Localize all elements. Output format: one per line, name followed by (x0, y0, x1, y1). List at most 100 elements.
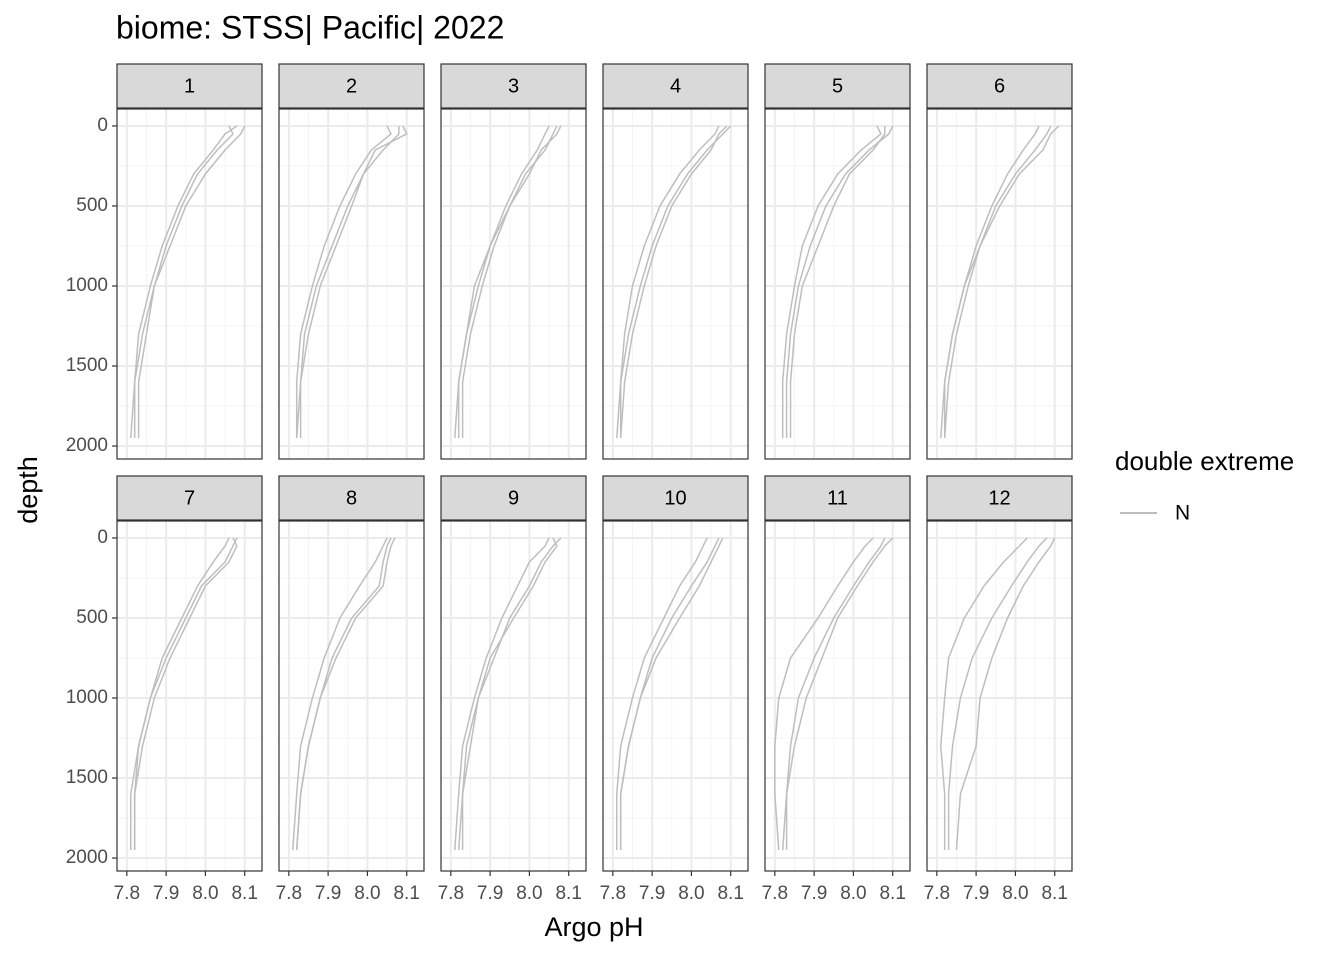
profile-line (454, 537, 550, 851)
x-tick-label: 7.8 (600, 883, 626, 904)
strip-label: 3 (508, 75, 519, 97)
panel-background (927, 109, 1072, 459)
profile-line (955, 537, 1056, 851)
strip-label: 9 (508, 487, 519, 509)
profile-line (299, 125, 400, 439)
panel-background (765, 521, 910, 871)
x-tick-label: 7.8 (114, 883, 140, 904)
profile-line (781, 537, 894, 851)
strip (602, 63, 749, 109)
panel-background (117, 109, 262, 459)
x-tick-label: 8.1 (879, 883, 905, 904)
panel-border (440, 108, 587, 460)
x-tick-label: 8.0 (1002, 883, 1028, 904)
x-tick-label: 7.9 (477, 883, 503, 904)
profile-line (133, 537, 238, 851)
profile-line (133, 537, 238, 851)
strip (926, 63, 1073, 109)
strip-label: 11 (827, 487, 848, 509)
strip (764, 63, 911, 109)
y-axis-label: depth (13, 456, 43, 524)
strip-label: 2 (346, 75, 357, 97)
panel-border (440, 520, 587, 872)
panel-background (603, 109, 748, 459)
strip-label: 6 (994, 75, 1005, 97)
panel-background (765, 109, 910, 459)
y-tick-label: 2000 (66, 847, 108, 868)
x-tick-label: 8.0 (516, 883, 542, 904)
x-tick-label: 7.9 (315, 883, 341, 904)
profile-line (781, 125, 882, 439)
strip (116, 475, 263, 521)
profile-line (616, 125, 720, 439)
y-tick-label: 1000 (66, 275, 108, 296)
profile-line (774, 537, 874, 851)
x-tick-label: 7.8 (276, 883, 302, 904)
x-tick-label: 7.9 (639, 883, 665, 904)
chart-title: biome: STSS| Pacific| 2022 (116, 9, 504, 45)
panel-background (441, 521, 586, 871)
strip (278, 63, 425, 109)
y-tick-label: 500 (76, 195, 108, 216)
profile-line (292, 537, 388, 851)
strip-label: 4 (670, 75, 681, 97)
x-tick-label: 7.8 (762, 883, 788, 904)
x-tick-label: 8.1 (393, 883, 419, 904)
x-tick-label: 8.1 (555, 883, 581, 904)
panel-background (603, 521, 748, 871)
profile-line (940, 125, 1060, 439)
legend-label: N (1175, 502, 1190, 525)
profile-line (789, 125, 886, 439)
panel-border (602, 520, 749, 872)
profile-line (940, 537, 1028, 851)
panel-border (116, 108, 263, 460)
x-tick-label: 8.1 (1041, 883, 1067, 904)
strip-label: 8 (346, 487, 357, 509)
profile-line (454, 125, 558, 439)
x-tick-label: 7.8 (924, 883, 950, 904)
panel-background (279, 109, 424, 459)
profile-line (461, 537, 558, 851)
panel-border (926, 520, 1073, 872)
y-tick-label: 1500 (66, 767, 108, 788)
y-tick-label: 0 (97, 527, 108, 548)
panel-border (926, 108, 1073, 460)
strip (278, 475, 425, 521)
x-tick-label: 8.0 (678, 883, 704, 904)
strip (764, 475, 911, 521)
strip-label: 5 (832, 75, 843, 97)
x-tick-label: 8.1 (231, 883, 257, 904)
y-tick-label: 1500 (66, 355, 108, 376)
x-tick-label: 7.9 (153, 883, 179, 904)
profile-line (619, 125, 728, 439)
y-tick-label: 0 (97, 115, 108, 136)
profile-line (616, 537, 708, 851)
panel-border (602, 108, 749, 460)
legend-title: double extreme (1115, 446, 1294, 476)
profile-line (133, 125, 246, 439)
strip (602, 475, 749, 521)
profile-line (137, 125, 234, 439)
panel-border (764, 108, 911, 460)
x-tick-label: 7.9 (801, 883, 827, 904)
x-tick-label: 8.0 (840, 883, 866, 904)
x-tick-label: 8.0 (354, 883, 380, 904)
y-tick-label: 2000 (66, 435, 108, 456)
profile-line (130, 537, 230, 851)
strip-label: 1 (184, 75, 195, 97)
panel-border (278, 108, 425, 460)
panel-border (764, 520, 911, 872)
x-tick-label: 8.0 (192, 883, 218, 904)
profile-line (785, 537, 886, 851)
x-tick-label: 8.1 (717, 883, 743, 904)
y-tick-label: 500 (76, 607, 108, 628)
profile-line (943, 125, 1052, 439)
x-tick-label: 7.8 (438, 883, 464, 904)
profile-line (130, 125, 238, 439)
profile-line (295, 125, 392, 439)
strip-label: 10 (664, 487, 686, 509)
x-tick-label: 7.9 (963, 883, 989, 904)
profile-line (619, 537, 724, 851)
panel-background (279, 521, 424, 871)
